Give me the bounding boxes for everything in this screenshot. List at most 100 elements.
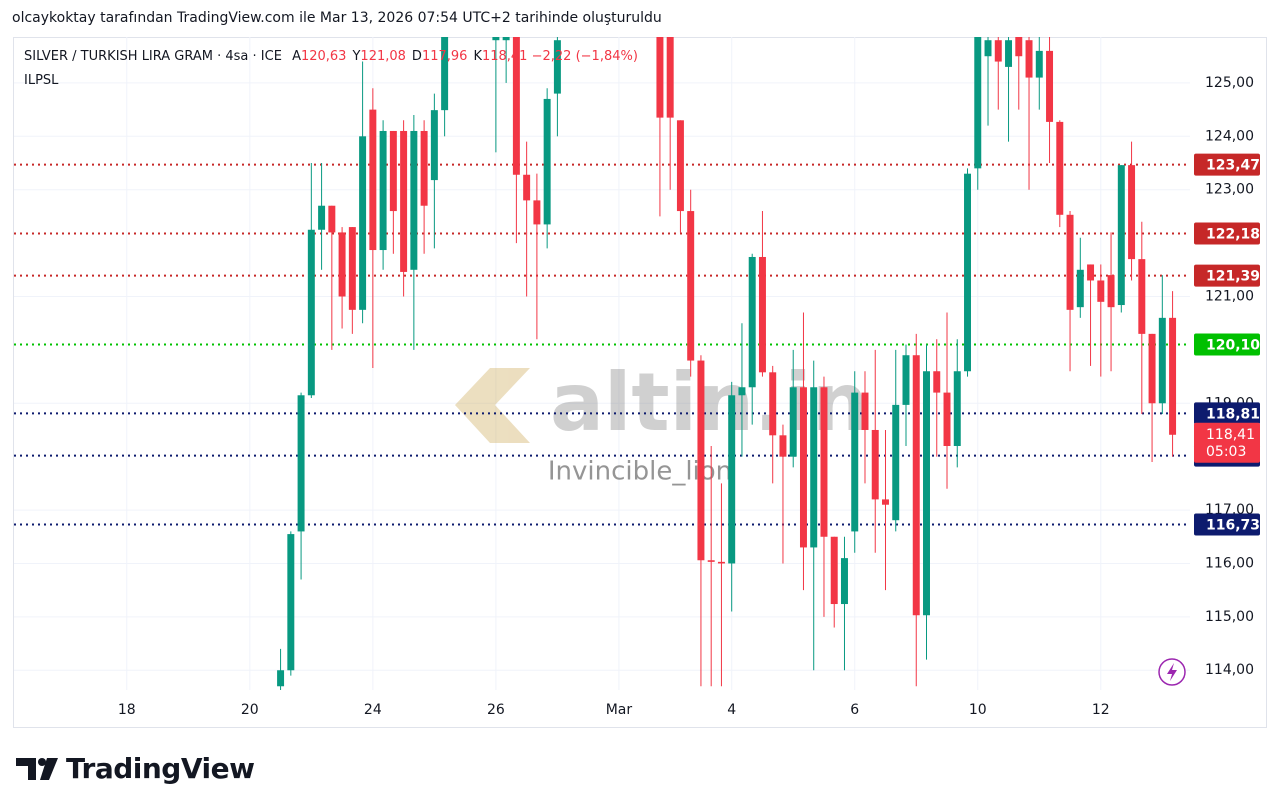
x-tick-label: 18 <box>118 702 136 718</box>
candle-body <box>1056 121 1064 215</box>
ohlc-value: 121,08 <box>360 49 406 64</box>
candle-body <box>523 174 531 201</box>
candle-body <box>676 120 684 212</box>
candle-body <box>420 130 428 206</box>
indicator: ILPSL <box>24 73 59 88</box>
brand: TradingView <box>66 752 255 785</box>
grid <box>14 37 1190 690</box>
candles <box>277 37 1177 690</box>
candle-body <box>1035 50 1043 78</box>
frame <box>13 37 1267 728</box>
level-label: 120,10 <box>1206 338 1260 354</box>
watermark-user: Invincible_lion <box>548 457 732 487</box>
ohlc-key: A <box>292 49 301 64</box>
candle-body <box>789 387 797 457</box>
x-tick-label: Mar <box>606 702 633 718</box>
candle-body <box>359 136 367 310</box>
candle-body <box>1169 317 1177 435</box>
candle-body <box>994 40 1002 62</box>
candle-body <box>441 37 449 111</box>
candle-body <box>1158 317 1166 404</box>
candle-body <box>512 37 520 175</box>
candle-body <box>707 560 715 562</box>
candle-body <box>666 37 674 118</box>
watermark-logo <box>455 368 530 443</box>
candle-body <box>974 37 982 169</box>
candle-body <box>892 404 900 521</box>
candle-body <box>338 232 346 297</box>
level-label: 122,18 <box>1206 226 1260 242</box>
candle-body <box>1025 40 1033 78</box>
level-label: 123,47 <box>1206 158 1260 174</box>
x-tick-label: 4 <box>727 702 736 718</box>
candle-body <box>1087 264 1095 281</box>
y-tick-label: 121,00 <box>1205 288 1254 304</box>
symbol: SILVER / TURKISH LIRA GRAM · 4sa · ICE <box>24 49 282 64</box>
x-tick-label: 24 <box>364 702 382 718</box>
candle-body <box>717 561 725 564</box>
alert-bolt <box>1167 663 1177 681</box>
candle-body <box>348 227 356 310</box>
candle-body <box>277 670 285 687</box>
candle-body <box>984 40 992 57</box>
level-label-box <box>1194 402 1260 425</box>
level-label: 121,39 <box>1206 269 1260 285</box>
candle-body <box>923 371 930 616</box>
candle-body <box>748 256 756 388</box>
level-label-box <box>1194 333 1260 356</box>
axes: 114,00115,00116,00117,00119,00121,00123,… <box>118 75 1260 718</box>
y-tick-label: 125,00 <box>1205 75 1254 91</box>
y-tick-label: 114,00 <box>1205 662 1254 678</box>
candle-body <box>779 435 787 457</box>
candle-body <box>871 429 879 500</box>
candle-body <box>553 40 561 94</box>
change: −2,22 (−1,84%) <box>531 49 638 64</box>
candle-body <box>840 558 848 605</box>
candle-body <box>287 534 295 671</box>
y-tick-label: 124,00 <box>1205 128 1254 144</box>
y-tick-label: 116,00 <box>1205 555 1254 571</box>
level-label-box <box>1194 153 1260 176</box>
candle-body <box>1148 333 1156 404</box>
candle-body <box>799 387 807 548</box>
level-label-box <box>1194 264 1260 287</box>
candle-body <box>1005 40 1013 67</box>
candle-body <box>861 392 869 430</box>
candle-body <box>502 37 510 41</box>
x-tick-label: 10 <box>969 702 987 718</box>
candle-body <box>328 205 336 233</box>
candle-body <box>318 205 326 230</box>
candle-body <box>769 372 777 436</box>
ohlc-key: Y <box>352 49 361 64</box>
candle-body <box>1066 214 1074 310</box>
candle-body <box>943 392 951 446</box>
ohlc-value: 118,41 <box>481 49 528 64</box>
candle-body <box>1046 50 1054 122</box>
candle-body <box>543 98 551 225</box>
credit: olcaykoktay tarafından TradingView.com i… <box>12 10 662 26</box>
x-tick-label: 26 <box>487 702 505 718</box>
candle-body <box>1117 165 1125 306</box>
level-label: 118,81 <box>1206 406 1260 422</box>
legend: SILVER / TURKISH LIRA GRAM · 4sa · ICE A… <box>24 49 638 64</box>
candle-body <box>851 392 859 532</box>
y-tick-label: 115,00 <box>1205 609 1254 625</box>
x-tick-label: 12 <box>1092 702 1110 718</box>
candle-body <box>964 173 971 372</box>
candle-body <box>902 355 910 405</box>
level-label-box <box>1194 222 1260 245</box>
candle-body <box>379 130 387 251</box>
candle-body <box>533 200 541 225</box>
candle-body <box>1097 280 1105 302</box>
candle-body <box>1128 165 1136 260</box>
levels <box>14 163 1190 526</box>
candle-body <box>369 109 377 251</box>
ohlc: A120,63 Y121,08 D117,96 K118,41 <box>286 49 527 64</box>
candle-body <box>933 371 941 393</box>
candle-body <box>758 256 766 373</box>
candle-body <box>697 360 705 561</box>
candle-body <box>810 387 818 548</box>
candle-body <box>820 387 828 537</box>
candle-body <box>953 371 961 446</box>
